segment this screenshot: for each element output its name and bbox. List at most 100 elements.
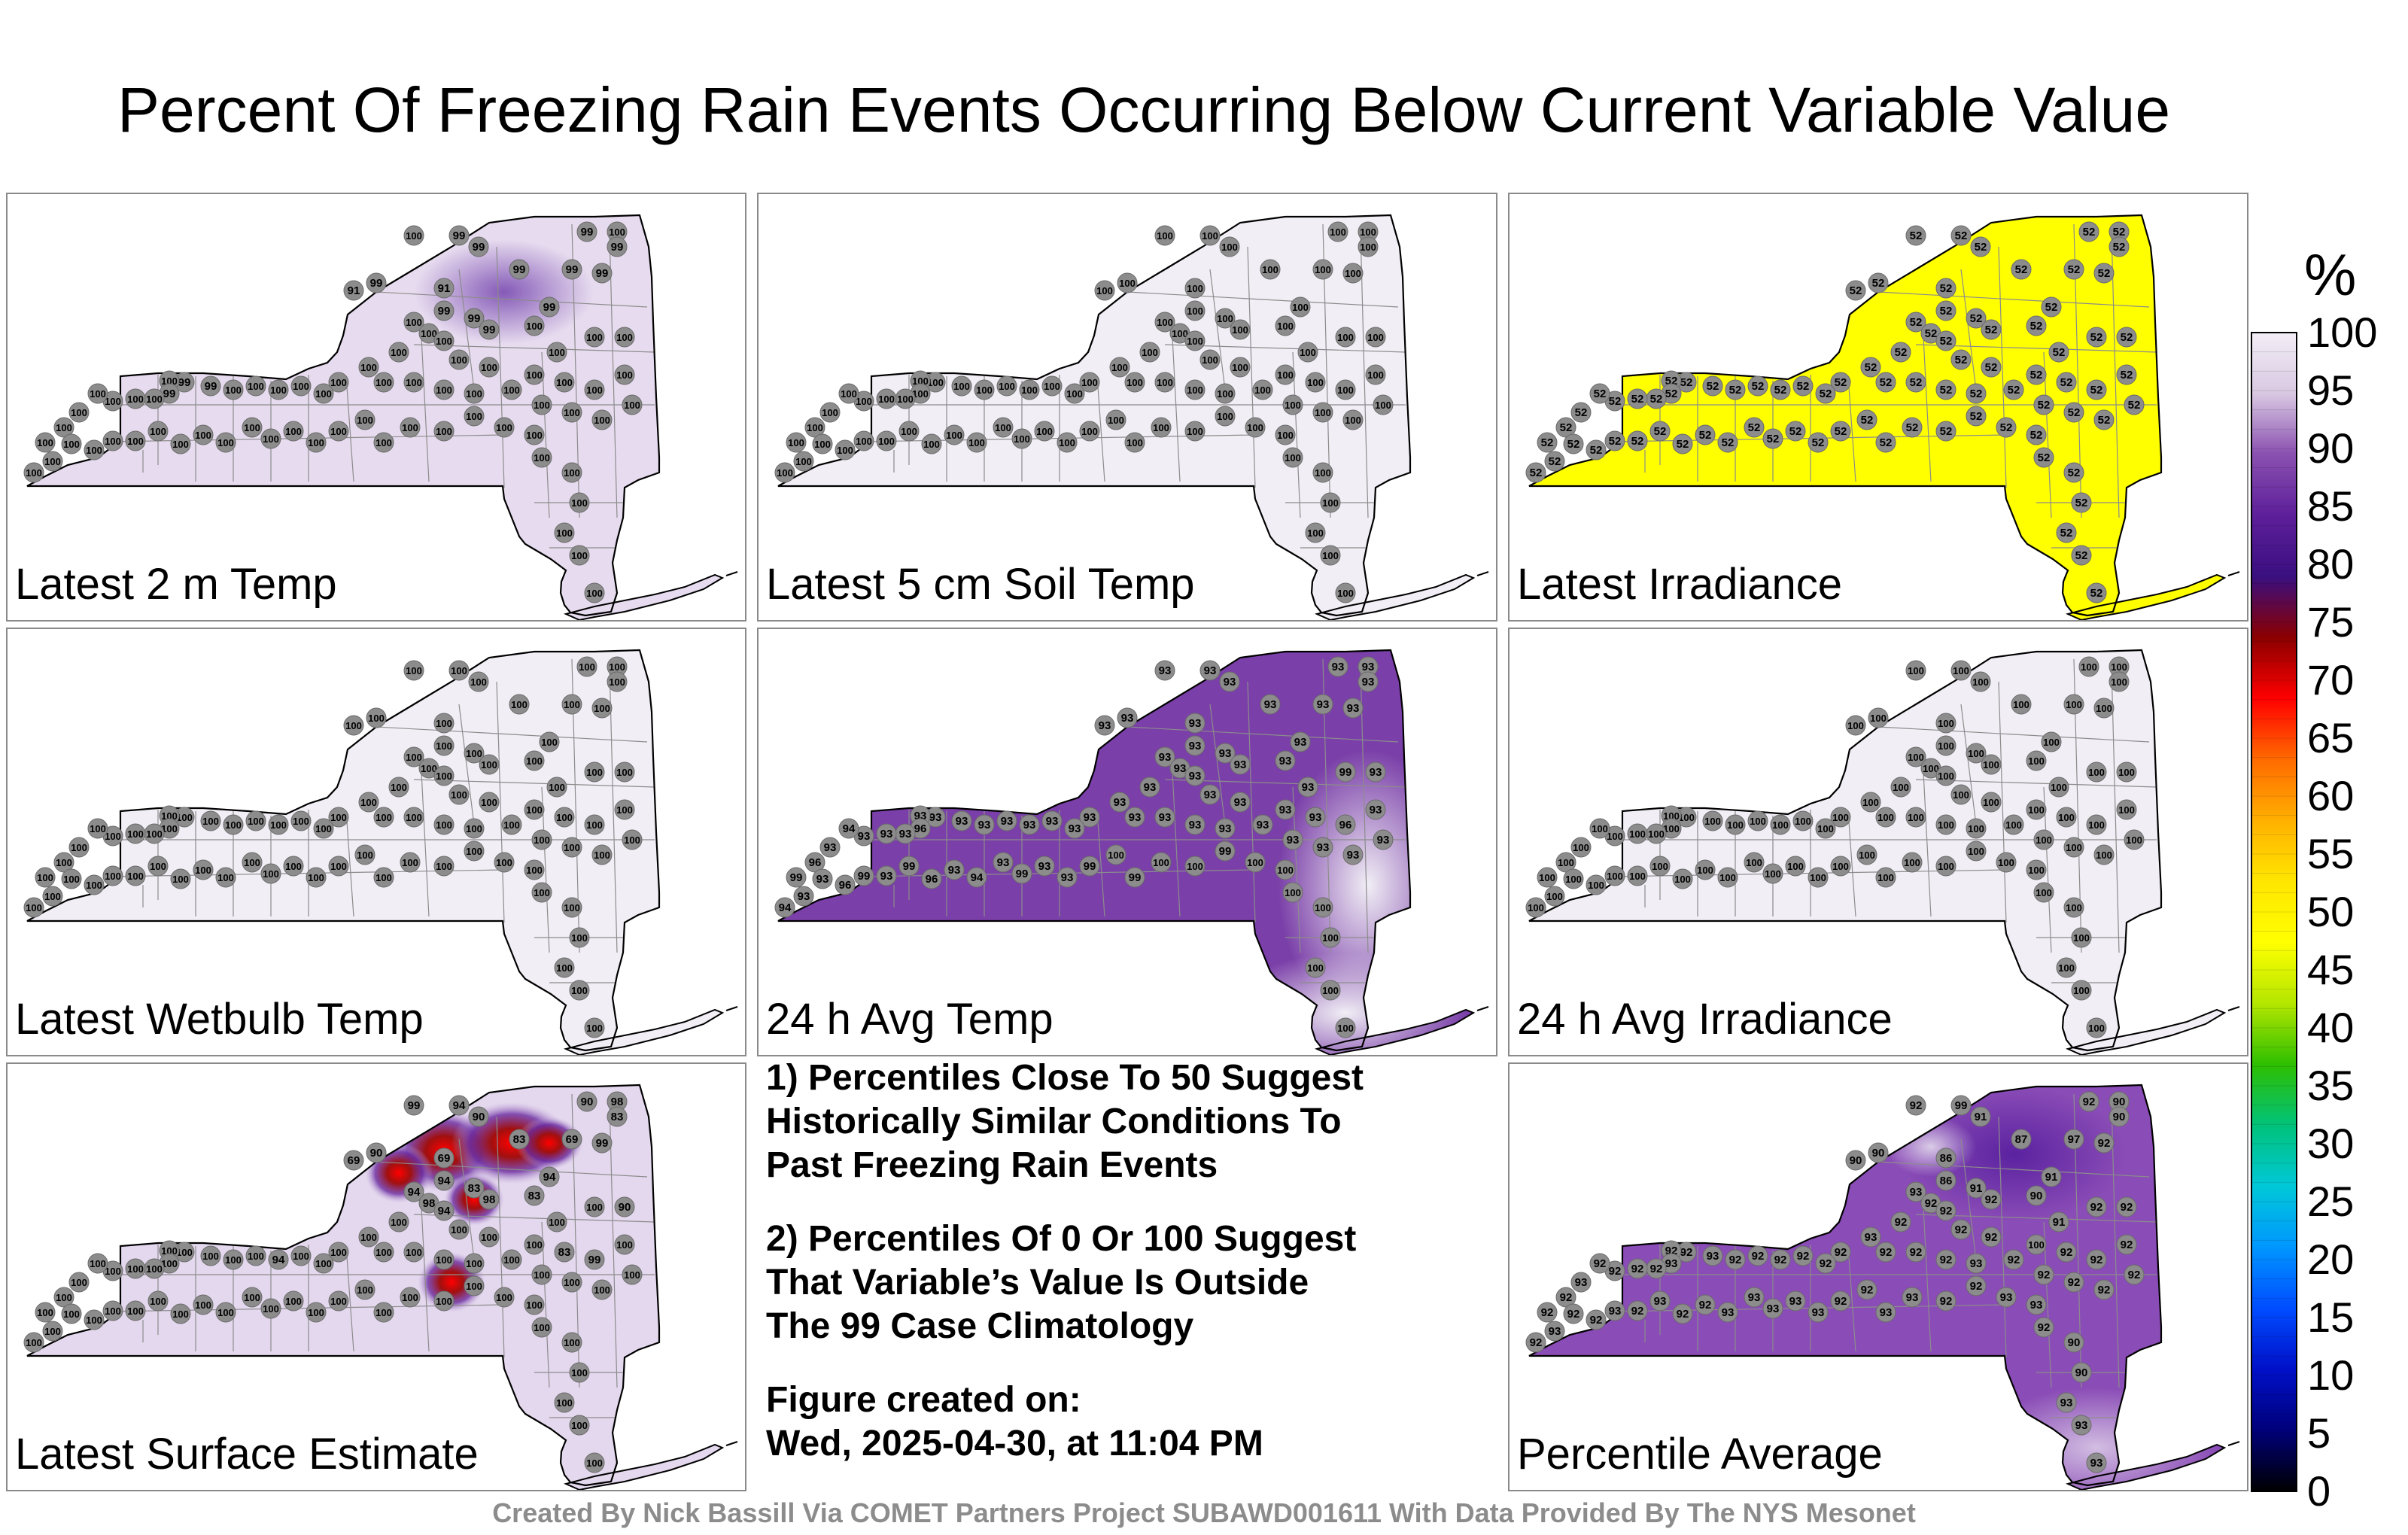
station-value: 93: [1370, 804, 1382, 816]
station-marker: 100: [1920, 758, 1941, 779]
station-value: 93: [1264, 698, 1277, 711]
station-value: 100: [481, 797, 497, 808]
station-marker: 52: [1981, 357, 2002, 378]
station-value: 100: [1629, 871, 1646, 882]
station-value: 93: [1332, 661, 1345, 673]
station-value: 98: [423, 1197, 436, 1210]
station-marker: 100: [1320, 492, 1341, 513]
station-marker: 100: [2026, 799, 2047, 820]
station-value: 52: [1970, 312, 1983, 325]
station-marker: 100: [584, 814, 605, 835]
station-marker: 100: [2071, 980, 2092, 1001]
station-marker: 100: [2048, 777, 2069, 798]
station-marker: 52: [1890, 342, 1911, 363]
station-value: 100: [63, 874, 80, 885]
station-value: 100: [1315, 902, 1331, 913]
station-marker: 100: [464, 1275, 485, 1296]
station-marker: 100: [223, 379, 244, 400]
station-marker: 100: [531, 1264, 552, 1285]
station-marker: 100: [87, 818, 108, 839]
created-date: Wed, 2025-04-30, at 11:04 PM: [766, 1424, 1263, 1464]
station-marker: 100: [554, 1392, 575, 1413]
station-marker: 93: [1057, 867, 1078, 888]
station-marker: 100: [819, 402, 841, 423]
colorbar-tick-label: 45: [2307, 946, 2355, 993]
station-value: 100: [594, 850, 610, 861]
station-value: 100: [556, 1397, 573, 1409]
station-marker: 100: [576, 656, 597, 677]
panel-label: Latest Irradiance: [1517, 560, 1843, 609]
station-marker: 96: [921, 868, 942, 889]
station-marker: 100: [569, 927, 590, 948]
station-marker: 93: [1808, 1302, 1829, 1323]
station-marker: 100: [464, 1253, 485, 1274]
station-value: 100: [105, 1306, 121, 1317]
station-marker: 94: [403, 1181, 424, 1202]
station-value: 100: [375, 377, 392, 388]
station-marker: 100: [448, 349, 470, 370]
station-value: 100: [912, 375, 929, 387]
station-value: 100: [616, 1239, 633, 1251]
station-value: 100: [1904, 857, 1920, 868]
station-marker: 100: [607, 671, 628, 692]
station-marker: 100: [1245, 417, 1266, 438]
station-marker: 52: [2109, 236, 2130, 257]
station-marker: 100: [1335, 327, 1356, 348]
station-marker: 100: [1320, 545, 1341, 566]
station-marker: 93: [1342, 844, 1364, 865]
station-marker: 92: [2033, 1317, 2054, 1338]
station-value: 91: [438, 282, 451, 295]
station-value: 92: [2128, 1269, 2141, 1281]
station-marker: 52: [1661, 383, 1682, 404]
station-marker: 100: [1335, 582, 1356, 603]
station-value: 100: [2028, 1239, 2045, 1251]
station-marker: 100: [2093, 844, 2115, 865]
station-value: 100: [368, 713, 385, 724]
station-value: 100: [285, 1296, 302, 1307]
station-value: 100: [1315, 467, 1331, 479]
station-marker: 100: [1252, 379, 1273, 400]
station-value: 100: [248, 1251, 264, 1262]
station-value: 100: [86, 1315, 102, 1326]
station-marker: 100: [501, 1249, 522, 1270]
station-marker: 100: [774, 462, 795, 483]
station-value: 100: [360, 797, 377, 808]
station-marker: 100: [1868, 707, 1889, 728]
station-value: 100: [2118, 804, 2135, 816]
station-marker: 90: [468, 1106, 489, 1127]
station-value: 100: [624, 834, 640, 846]
station-value: 100: [1337, 332, 1354, 343]
station-marker: 92: [2086, 1249, 2107, 1270]
station-value: 92: [1560, 1291, 1573, 1304]
station-value: 100: [586, 1202, 603, 1213]
station-value: 100: [436, 385, 452, 396]
station-value: 92: [2068, 1276, 2081, 1289]
station-marker: 100: [2056, 957, 2077, 978]
station-marker: 52: [1950, 349, 1972, 370]
station-value: 99: [566, 263, 579, 276]
station-marker: 100: [479, 1226, 500, 1248]
station-value: 100: [1187, 426, 1203, 437]
station-marker: 92: [1537, 1302, 1558, 1323]
station-value: 100: [1367, 369, 1384, 381]
station-marker: 93: [2086, 1452, 2107, 1473]
station-marker: 100: [895, 388, 916, 409]
station-marker: 100: [921, 433, 942, 454]
station-marker: 100: [1154, 372, 1175, 393]
station-value: 100: [270, 819, 287, 831]
colorbar-tick-label: 40: [2307, 1004, 2355, 1051]
station-marker: 97: [2063, 1129, 2084, 1150]
station-marker: 92: [1676, 1242, 1697, 1263]
station-value: 100: [609, 676, 625, 688]
station-marker: 100: [159, 818, 180, 839]
station-marker: 100: [242, 852, 263, 873]
station-marker: 92: [1646, 1258, 1667, 1279]
station-marker: 100: [1525, 897, 1546, 918]
station-marker: 99: [1950, 1095, 1972, 1116]
station-marker: 93: [1064, 818, 1085, 839]
station-marker: 90: [2109, 1091, 2130, 1112]
station-marker: 100: [1646, 823, 1667, 844]
station-marker: 100: [607, 221, 628, 242]
station-marker: 100: [1290, 296, 1311, 318]
station-marker: 93: [1860, 1226, 1881, 1248]
